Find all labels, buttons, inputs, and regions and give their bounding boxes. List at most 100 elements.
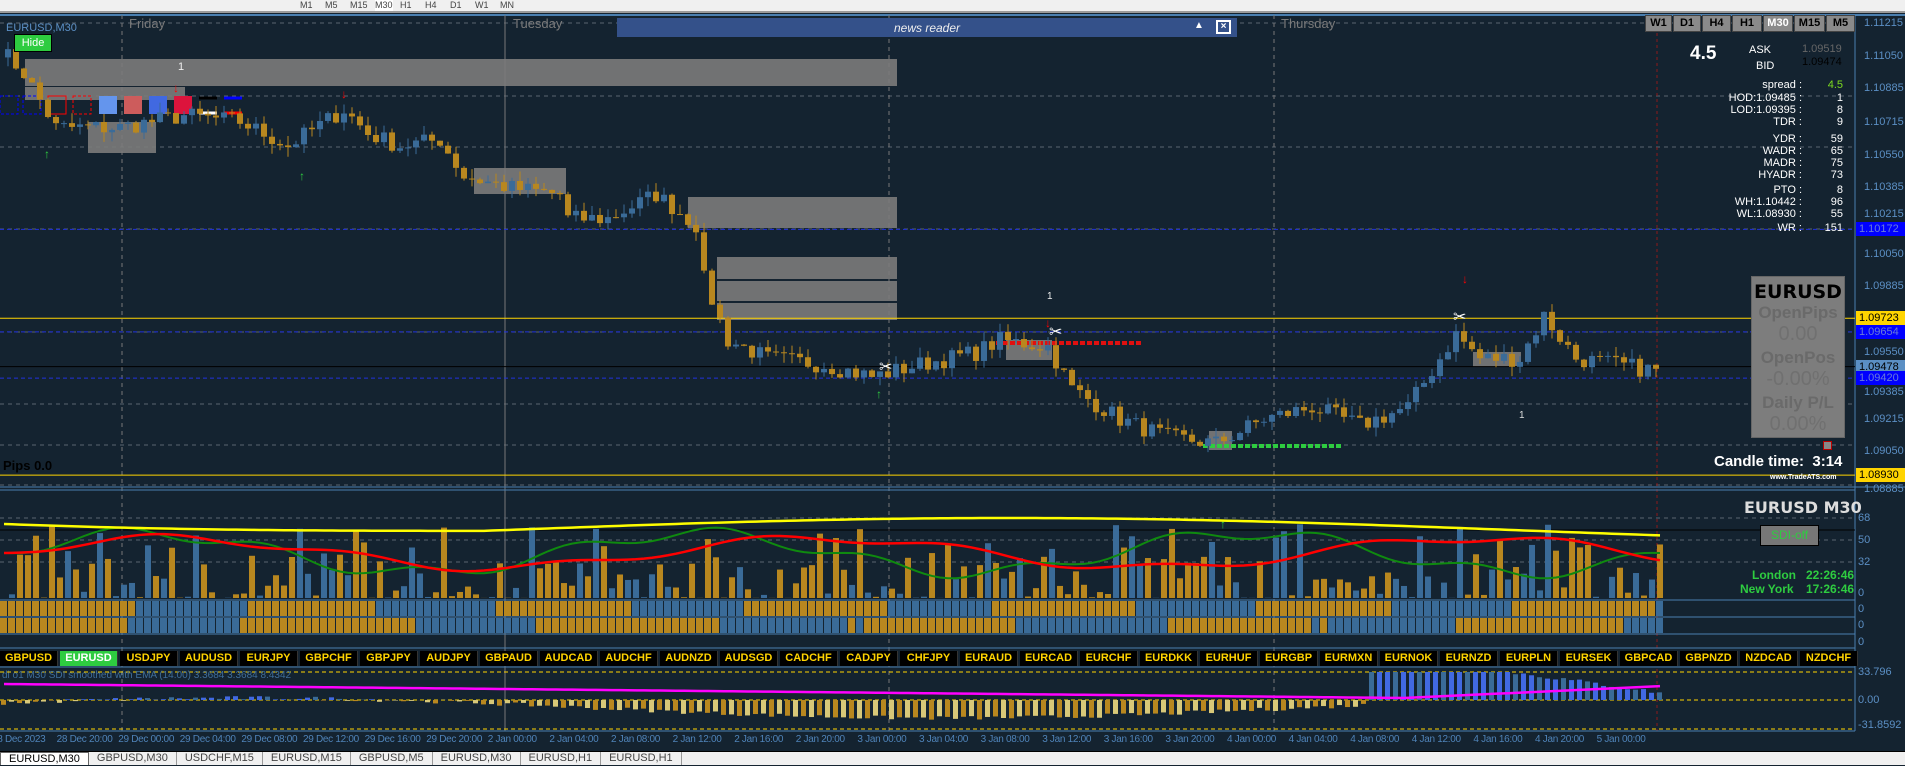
volume-bar (1001, 579, 1007, 598)
strength-cell (1552, 618, 1559, 633)
symbol-button-audsgd[interactable]: AUDSGD (720, 651, 778, 666)
symbol-button-audchf[interactable]: AUDCHF (600, 651, 658, 666)
symbol-button-eurpln[interactable]: EURPLN (1500, 651, 1558, 666)
symbol-button-eurjpy[interactable]: EURJPY (240, 651, 298, 666)
strength-cell (864, 618, 871, 633)
row-level: 0 (1858, 636, 1905, 648)
symbol-button-eurgbp[interactable]: EURGBP (1260, 651, 1318, 666)
candle-body (1237, 433, 1243, 440)
symbol-button-nzdcad[interactable]: NZDCAD (1740, 651, 1798, 666)
symbol-button-audcad[interactable]: AUDCAD (540, 651, 598, 666)
candle-body (237, 113, 243, 123)
sdi-histogram-bar (449, 700, 454, 701)
info-row-value: 151 (1825, 223, 1843, 234)
symbol-button-gbpaud[interactable]: GBPAUD (480, 651, 538, 666)
sdi-histogram-bar (113, 698, 118, 700)
symbol-button-chfjpy[interactable]: CHFJPY (900, 651, 958, 666)
candle-body (741, 345, 747, 346)
sdi-histogram-bar (865, 700, 870, 718)
sdi-histogram-bar (1641, 689, 1646, 700)
strength-cell (1032, 618, 1039, 633)
symbol-button-cadjpy[interactable]: CADJPY (840, 651, 898, 666)
strength-cell (800, 618, 807, 633)
sdi-off-button[interactable]: SDI-off (1760, 525, 1819, 546)
candle-body (421, 135, 427, 141)
chart-tab[interactable]: EURUSD,M30 (0, 752, 89, 765)
volume-bar (401, 586, 407, 598)
strength-cell (224, 601, 231, 616)
symbol-button-eurcad[interactable]: EURCAD (1020, 651, 1078, 666)
volume-bar (409, 548, 415, 598)
news-reader-bar[interactable]: news reader ▲ × (617, 18, 1237, 37)
chart-tab[interactable]: EURUSD,H1 (521, 752, 602, 765)
volume-bar (1185, 563, 1191, 598)
symbol-button-eurnok[interactable]: EURNOK (1380, 651, 1438, 666)
symbol-button-usdjpy[interactable]: USDJPY (120, 651, 178, 666)
volume-bar (377, 561, 383, 598)
day-label-tuesday: Tuesday (513, 16, 562, 31)
symbol-button-cadchf[interactable]: CADCHF (780, 651, 838, 666)
timeframe-h1[interactable]: H1 (1732, 15, 1762, 32)
volume-bar (1561, 587, 1567, 598)
chart-tab[interactable]: EURUSD,M15 (263, 752, 351, 765)
sdi-histogram-bar (1193, 700, 1198, 711)
symbol-button-eursek[interactable]: EURSEK (1560, 651, 1618, 666)
timeframe-h4[interactable]: H4 (1702, 15, 1731, 32)
strength-cell (1208, 601, 1215, 616)
strength-cell (1176, 601, 1183, 616)
chart-tab[interactable]: USDCHF,M15 (177, 752, 263, 765)
symbol-button-eurdkk[interactable]: EURDKK (1140, 651, 1198, 666)
strength-cell (240, 601, 247, 616)
timeframe-m30[interactable]: M30 (1763, 15, 1793, 32)
timeframe-m5[interactable]: M5 (1826, 15, 1855, 32)
info-row-value: 73 (1831, 170, 1843, 181)
chart-tab[interactable]: EURUSD,M30 (433, 752, 521, 765)
sdi-histogram-bar (313, 697, 318, 700)
strength-cell (712, 601, 719, 616)
volume-bar (1465, 595, 1471, 598)
symbol-button-audjpy[interactable]: AUDJPY (420, 651, 478, 666)
panel-toggle[interactable] (1823, 441, 1832, 450)
strength-cell (1504, 601, 1511, 616)
candle-body (909, 369, 915, 374)
info-row-label: TDR : (1773, 117, 1802, 128)
strength-cell (816, 601, 823, 616)
timeframe-m15[interactable]: M15 (1794, 15, 1825, 32)
volume-bar (273, 575, 279, 598)
strength-cell (1152, 601, 1159, 616)
symbol-button-gbpjpy[interactable]: GBPJPY (360, 651, 418, 666)
strength-cell (1144, 618, 1151, 633)
collapse-icon[interactable]: ▲ (1194, 20, 1204, 31)
sdi-histogram-bar (833, 700, 838, 717)
symbol-button-audusd[interactable]: AUDUSD (180, 651, 238, 666)
candle-body (85, 124, 91, 125)
hide-button[interactable]: Hide (14, 34, 52, 52)
chart-tab[interactable]: GBPUSD,M30 (89, 752, 177, 765)
symbol-button-eurusd[interactable]: EURUSD (60, 651, 118, 666)
strength-cell (312, 618, 319, 633)
strength-cell (224, 618, 231, 633)
timeframe-w1[interactable]: W1 (1645, 15, 1672, 32)
sdi-histogram-bar (225, 696, 230, 700)
chart-tab[interactable]: GBPUSD,M5 (351, 752, 433, 765)
symbol-button-gbpusd[interactable]: GBPUSD (0, 651, 58, 666)
symbol-button-gbpcad[interactable]: GBPCAD (1620, 651, 1678, 666)
symbol-button-eurnzd[interactable]: EURNZD (1440, 651, 1498, 666)
symbol-button-nzdchf[interactable]: NZDCHF (1800, 651, 1858, 666)
symbol-button-eurhuf[interactable]: EURHUF (1200, 651, 1258, 666)
chart-tab[interactable]: EURUSD,H1 (601, 752, 682, 765)
symbol-button-eurmxn[interactable]: EURMXN (1320, 651, 1378, 666)
strength-cell (568, 601, 575, 616)
timeframe-d1[interactable]: D1 (1673, 15, 1701, 32)
volume-bar (153, 576, 159, 598)
volume-bar (625, 580, 631, 598)
symbol-button-audnzd[interactable]: AUDNZD (660, 651, 718, 666)
candle-body (637, 197, 643, 208)
symbol-button-gbpchf[interactable]: GBPCHF (300, 651, 358, 666)
symbol-button-gbpnzd[interactable]: GBPNZD (1680, 651, 1738, 666)
close-icon[interactable]: × (1216, 20, 1231, 34)
strength-cell (1368, 601, 1375, 616)
symbol-button-eurchf[interactable]: EURCHF (1080, 651, 1138, 666)
symbol-button-euraud[interactable]: EURAUD (960, 651, 1018, 666)
